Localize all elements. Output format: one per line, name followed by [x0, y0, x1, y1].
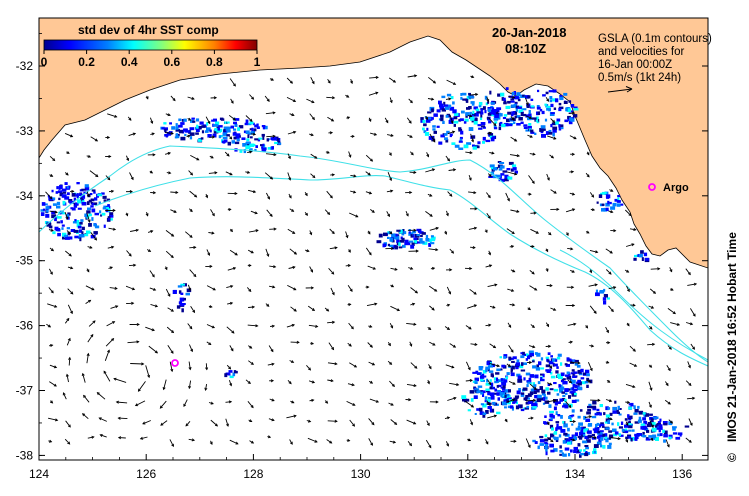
date-label: 20-Jan-2018	[492, 25, 566, 40]
gsla-contour-2	[94, 175, 708, 367]
colorbar-tick-label: 1	[254, 55, 261, 69]
longitude-axis: 124 126 128 130 132 134 136	[29, 454, 693, 481]
lat-tick-label: -34	[16, 189, 34, 203]
lon-tick-label: 134	[565, 467, 585, 481]
velocity-arrows	[45, 74, 698, 449]
velocity-legend: GSLA (0.1m contours) and velocities for …	[598, 33, 712, 93]
colorbar-tick-label: 0.6	[163, 55, 180, 69]
colorbar-tick-label: 0.2	[78, 55, 95, 69]
gsla-contour-1	[39, 145, 708, 363]
argo-float-marker	[171, 359, 179, 367]
credit-text: IMOS 21-Jan-2018 16:52 Hobart Time	[725, 232, 739, 442]
legend-line-4: 0.5m/s (1kt 24h)	[598, 72, 681, 84]
colorbar-tick-label: 0	[41, 55, 48, 69]
sst-stddev-patches	[40, 87, 690, 458]
legend-arrow-icon	[607, 86, 633, 93]
lat-tick-label: -32	[16, 59, 34, 73]
legend-line-1: GSLA (0.1m contours)	[598, 33, 712, 45]
legend-line-3: 16-Jan 00:00Z	[598, 59, 672, 71]
copyright-symbol: ©	[725, 453, 739, 462]
lon-tick-label: 128	[243, 467, 263, 481]
lat-tick-label: -35	[16, 254, 34, 268]
lat-tick-label: -36	[16, 319, 34, 333]
colorbar: std dev of 4hr SST comp 0 0.2 0.4 0.6 0.8 1	[41, 23, 261, 69]
legend-line-2: and velocities for	[598, 46, 684, 58]
lon-tick-label: 130	[351, 467, 371, 481]
plot-frame	[38, 17, 709, 461]
time-label: 08:10Z	[505, 41, 546, 56]
argo-label: Argo	[663, 182, 689, 194]
lat-tick-label: -38	[16, 448, 34, 462]
lat-tick-label: -33	[16, 124, 34, 138]
lon-tick-label: 124	[29, 467, 49, 481]
lon-tick-label: 132	[458, 467, 478, 481]
colorbar-gradient	[43, 39, 258, 51]
colorbar-tick-label: 0.8	[206, 55, 223, 69]
colorbar-tick-label: 0.4	[121, 55, 138, 69]
colorbar-title: std dev of 4hr SST comp	[78, 23, 219, 37]
latitude-axis: -32 -33 -34 -35 -36 -37 -38	[16, 33, 708, 462]
lon-tick-label: 126	[136, 467, 156, 481]
gsla-contour-3	[559, 249, 708, 361]
lon-tick-label: 136	[672, 467, 692, 481]
argo-float-marker	[648, 183, 656, 191]
lat-tick-label: -37	[16, 384, 34, 398]
